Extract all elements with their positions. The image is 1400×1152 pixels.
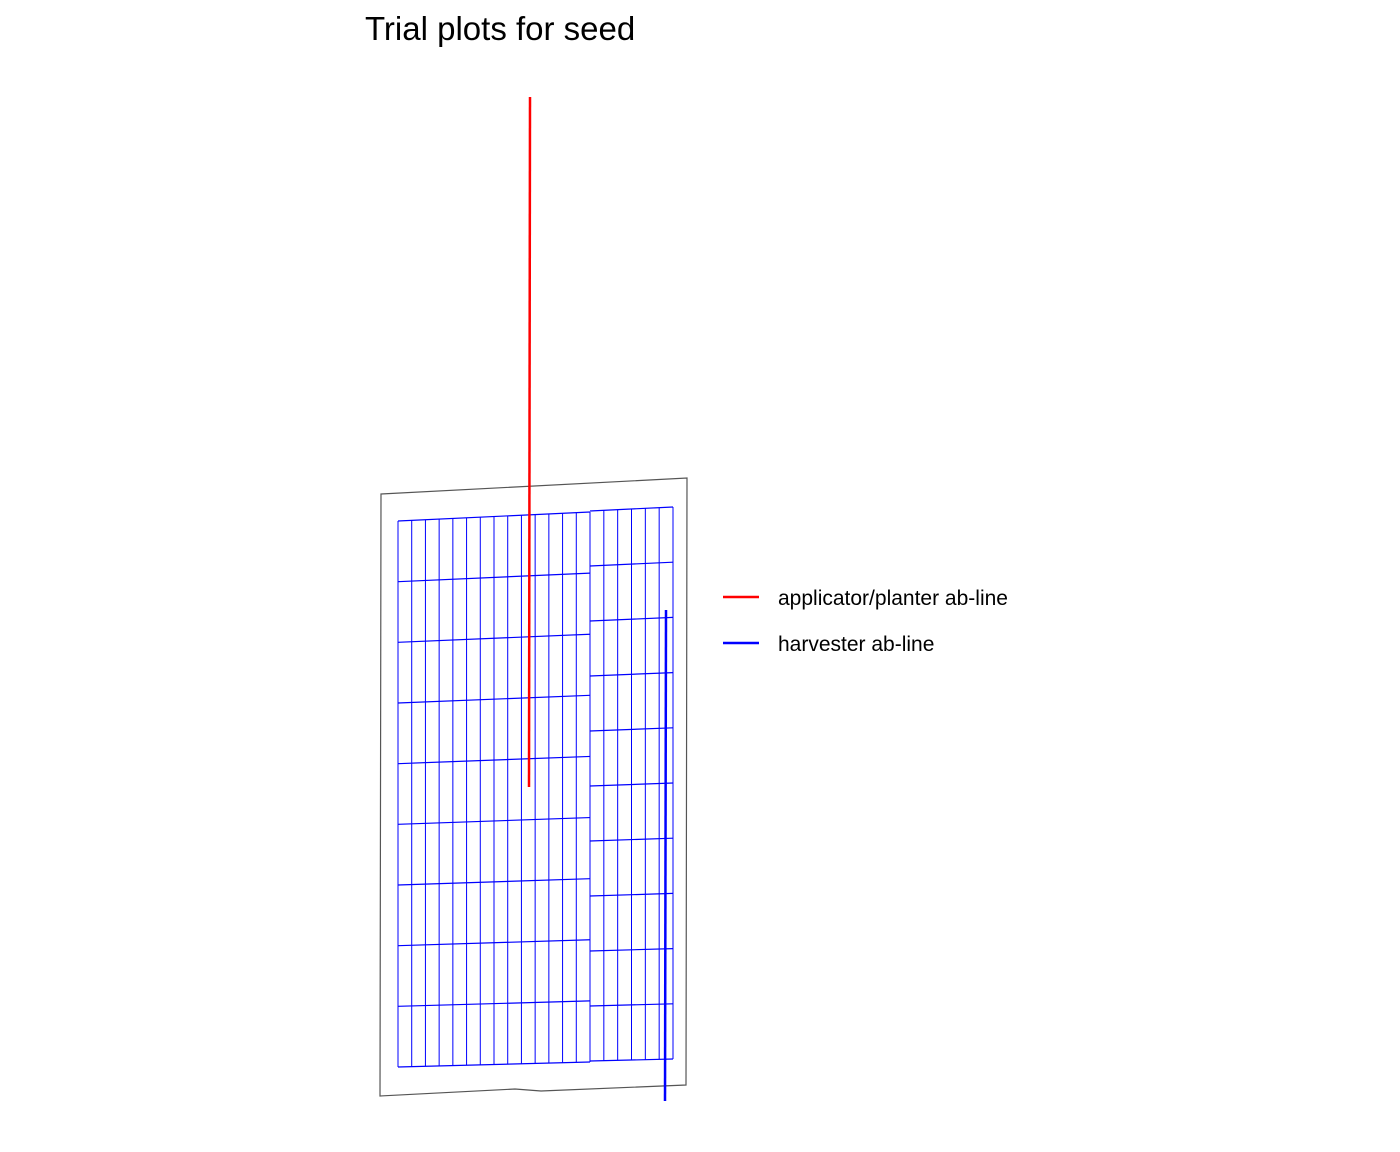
plot-row-line [397, 1061, 591, 1068]
plot-row-line [397, 511, 591, 522]
plot-row-line [397, 939, 591, 947]
legend-item-applicator: applicator/planter ab-line [723, 587, 1008, 610]
plot-row-line [397, 572, 591, 583]
plot-row-line [589, 727, 674, 732]
plot-grid [397, 506, 674, 1068]
plot-row-line [397, 816, 591, 825]
field-boundary [379, 477, 688, 1097]
plot-row-line [589, 561, 674, 567]
plot-row-line [589, 506, 674, 512]
legend: applicator/planter ab-line harvester ab-… [723, 587, 1008, 656]
plot-row-line [589, 892, 674, 897]
plot-row-line [589, 616, 674, 622]
plot-row-line [397, 755, 591, 765]
legend-label-harvester: harvester ab-line [778, 633, 934, 656]
plot-row-line [589, 672, 674, 677]
plot-row-line [397, 694, 591, 704]
map-title: Trial plots for seed [365, 10, 635, 47]
legend-label-applicator: applicator/planter ab-line [778, 587, 1008, 610]
plot-row-line [397, 1000, 591, 1007]
plot-row-line [589, 782, 674, 787]
plot-row-line [589, 1058, 674, 1062]
plot-row-line [397, 878, 591, 886]
plot-row-line [589, 1003, 674, 1007]
plot-row-line [589, 837, 674, 842]
legend-item-harvester: harvester ab-line [723, 633, 934, 656]
applicator-planter-ab-line [527, 96, 532, 788]
plot-row-line [397, 633, 591, 643]
plot-row-line [589, 948, 674, 952]
harvester-ab-line [663, 609, 668, 1102]
